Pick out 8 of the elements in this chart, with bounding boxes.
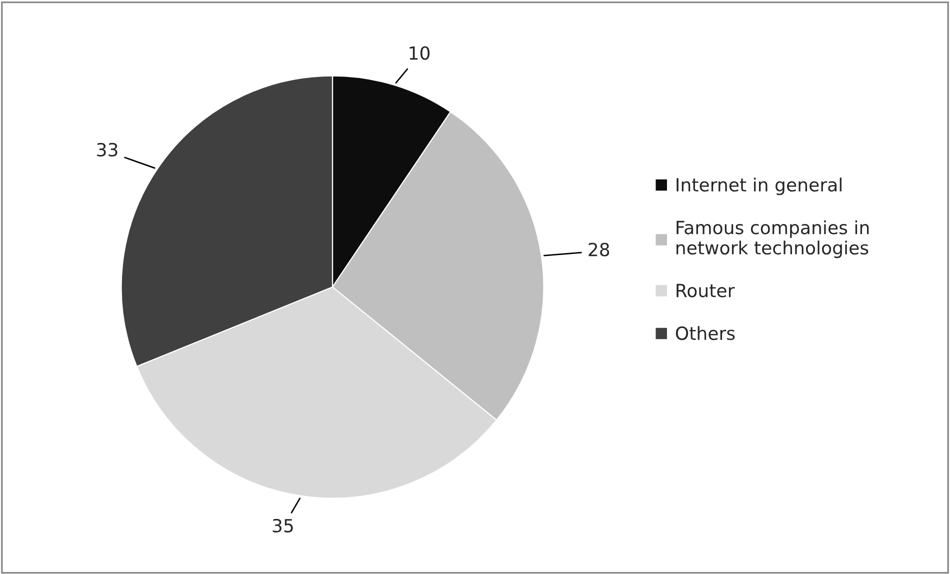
legend-label: Internet in general [676, 178, 842, 196]
legend-label: Router [676, 284, 735, 298]
data-label: 10 [410, 46, 430, 60]
legend-label: Famous companies in network technologies [676, 220, 869, 258]
data-label: 28 [588, 242, 610, 256]
data-label: 33 [97, 142, 118, 157]
legend-label: Others [676, 326, 735, 340]
data-label: 35 [272, 518, 293, 532]
